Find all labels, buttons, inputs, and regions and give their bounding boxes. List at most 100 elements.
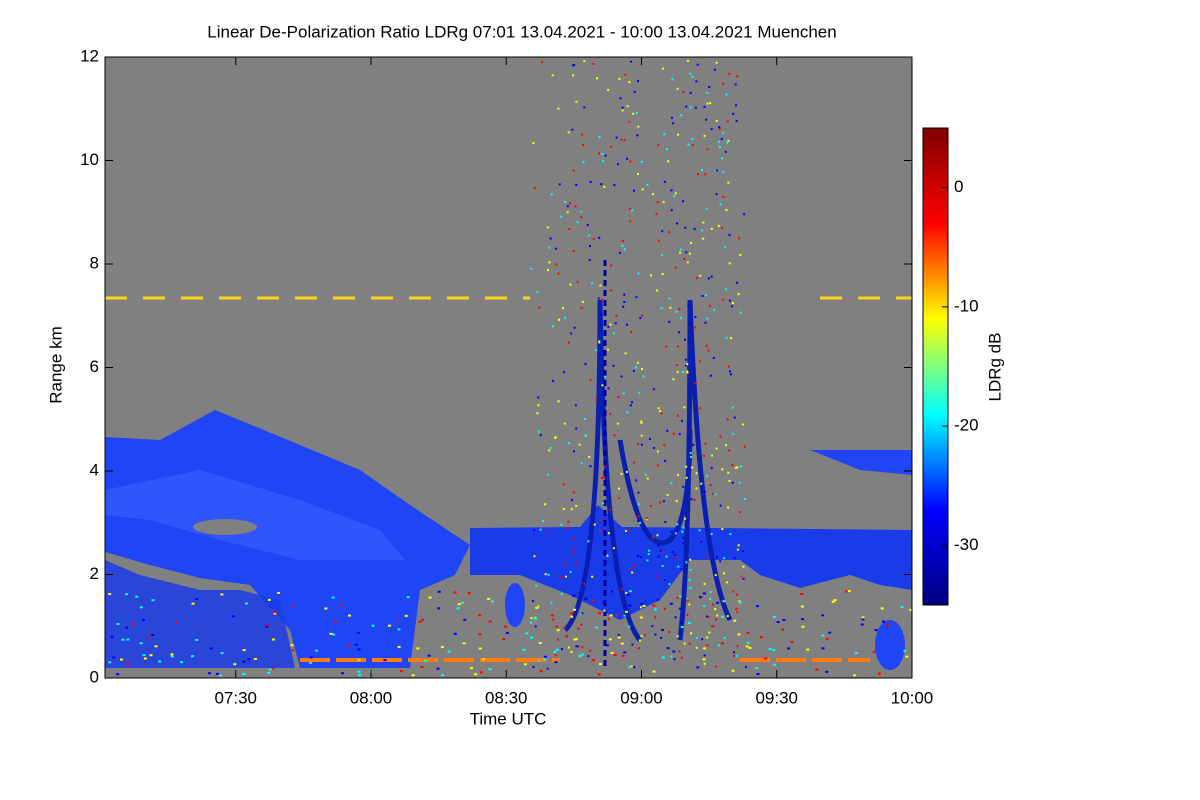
speckle xyxy=(718,126,721,129)
speckle xyxy=(603,185,606,188)
speckle xyxy=(583,106,586,109)
speckle xyxy=(733,619,737,622)
speckle xyxy=(582,160,585,163)
speckle xyxy=(677,133,680,136)
speckle xyxy=(573,326,576,329)
speckle xyxy=(580,653,584,656)
speckle xyxy=(427,654,431,657)
speckle xyxy=(637,491,640,494)
speckle xyxy=(763,657,767,660)
speckle xyxy=(530,616,533,619)
speckle xyxy=(675,364,678,367)
speckle xyxy=(665,345,668,348)
speckle xyxy=(637,554,640,557)
speckle xyxy=(563,562,566,565)
speckle xyxy=(599,313,602,316)
speckle xyxy=(640,421,643,424)
speckle xyxy=(833,599,837,602)
speckle xyxy=(530,621,533,624)
speckle xyxy=(607,532,610,535)
speckle xyxy=(474,673,478,676)
speckle xyxy=(357,658,361,661)
speckle xyxy=(158,660,162,663)
speckle xyxy=(597,152,600,155)
speckle xyxy=(731,463,734,466)
speckle xyxy=(671,550,674,553)
speckle xyxy=(388,624,392,627)
speckle xyxy=(727,139,730,142)
speckle xyxy=(534,616,537,619)
speckle xyxy=(672,432,675,435)
speckle xyxy=(571,551,574,554)
speckle xyxy=(654,633,657,636)
speckle xyxy=(535,584,538,587)
speckle xyxy=(615,136,618,139)
speckle xyxy=(447,650,451,653)
speckle xyxy=(566,205,569,208)
speckle xyxy=(563,371,566,374)
speckle xyxy=(640,434,643,437)
speckle xyxy=(620,138,623,141)
speckle xyxy=(618,577,621,580)
speckle xyxy=(801,618,805,621)
speckle xyxy=(683,257,686,260)
speckle xyxy=(220,593,224,596)
speckle xyxy=(700,169,703,172)
speckle xyxy=(678,650,681,653)
speckle xyxy=(691,138,694,141)
speckle xyxy=(583,583,586,586)
speckle xyxy=(557,318,560,321)
speckle xyxy=(552,379,555,382)
speckle xyxy=(699,407,702,410)
speckle xyxy=(670,209,673,212)
speckle xyxy=(880,607,884,610)
speckle xyxy=(718,127,721,130)
speckle xyxy=(637,125,640,128)
speckle xyxy=(616,613,619,616)
speckle xyxy=(621,106,624,109)
speckle xyxy=(678,595,682,598)
speckle xyxy=(695,487,698,490)
speckle xyxy=(215,672,219,675)
speckle xyxy=(601,298,604,301)
speckle xyxy=(628,625,631,628)
speckle xyxy=(550,614,554,617)
speckle xyxy=(572,250,575,253)
speckle xyxy=(600,183,603,186)
speckle xyxy=(688,252,691,255)
speckle xyxy=(668,320,671,323)
speckle xyxy=(604,375,607,378)
speckle xyxy=(672,378,675,381)
speckle xyxy=(242,649,246,652)
speckle xyxy=(705,207,708,210)
speckle xyxy=(737,237,740,240)
speckle xyxy=(727,181,730,184)
speckle xyxy=(558,183,561,186)
speckle xyxy=(635,112,638,115)
speckle xyxy=(703,662,706,665)
speckle xyxy=(739,601,742,604)
speckle xyxy=(121,638,125,641)
speckle xyxy=(634,366,637,369)
speckle xyxy=(731,669,735,672)
speckle xyxy=(735,654,738,657)
speckle xyxy=(626,529,629,532)
speckle xyxy=(701,638,704,641)
speckle xyxy=(423,659,427,662)
speckle xyxy=(781,628,785,631)
speckle xyxy=(600,518,603,521)
speckle xyxy=(626,593,630,596)
speckle xyxy=(670,530,673,533)
speckle xyxy=(404,614,408,617)
speckle xyxy=(591,659,595,662)
speckle xyxy=(572,64,575,67)
speckle xyxy=(657,239,660,242)
speckle xyxy=(703,654,706,657)
speckle xyxy=(729,373,732,376)
speckle xyxy=(421,618,425,621)
speckle xyxy=(154,645,158,648)
speckle xyxy=(825,637,829,640)
speckle xyxy=(709,484,712,487)
speckle xyxy=(588,234,591,237)
speckle xyxy=(617,396,620,399)
